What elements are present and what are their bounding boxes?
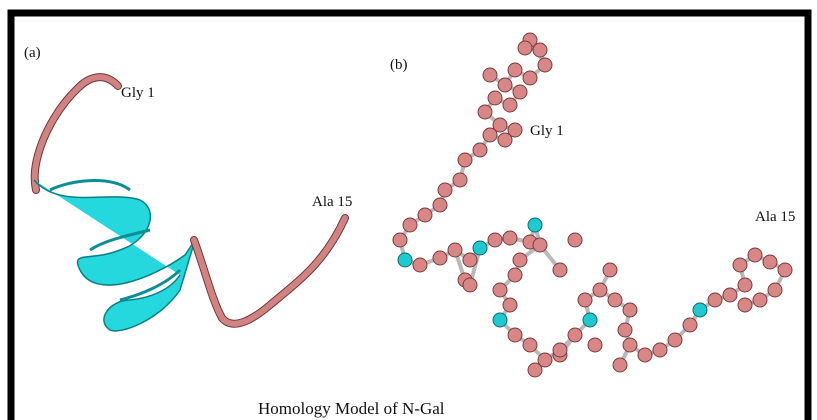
atom [553, 343, 567, 357]
panel-label: (a) [24, 45, 41, 61]
atom [523, 71, 537, 85]
atom [623, 338, 637, 352]
atom [493, 313, 507, 327]
atom [593, 283, 607, 297]
atom [778, 263, 792, 277]
atom [528, 218, 542, 232]
atom [513, 85, 527, 99]
atom [503, 298, 517, 312]
atom [393, 233, 407, 247]
atom [618, 323, 632, 337]
atom [578, 293, 592, 307]
atom [508, 268, 522, 282]
atom [753, 293, 767, 307]
atom [458, 153, 472, 167]
atom [473, 143, 487, 157]
atom [498, 133, 512, 147]
atom [483, 68, 497, 82]
residue-label: Ala 15 [755, 209, 795, 225]
atom [438, 183, 452, 197]
atom [433, 198, 447, 212]
atom [538, 353, 552, 367]
atom [608, 293, 622, 307]
atom [413, 258, 427, 272]
atom [473, 241, 487, 255]
atom [503, 98, 517, 112]
atom [488, 233, 502, 247]
caption: Homology Model of N-Gal [258, 399, 445, 418]
atom [403, 218, 417, 232]
atom [518, 41, 532, 55]
atom [763, 255, 777, 269]
atom [653, 343, 667, 357]
atom [733, 258, 747, 272]
atom [478, 105, 492, 119]
atom [668, 333, 682, 347]
atom [613, 358, 627, 372]
atom [638, 348, 652, 362]
atom [513, 253, 527, 267]
panel-label: (b) [390, 57, 408, 73]
atom [498, 78, 512, 92]
figure: (a) Gly 1 Ala 15 (b) Gly 1 Ala 15 Homolo… [0, 0, 817, 420]
atom [568, 328, 582, 342]
atom [708, 293, 722, 307]
atom [538, 58, 552, 72]
atom [738, 278, 752, 292]
atom [588, 338, 602, 352]
atom [553, 263, 567, 277]
atom [503, 231, 517, 245]
atom [433, 251, 447, 265]
atom [603, 263, 617, 277]
atom [493, 283, 507, 297]
atom [483, 128, 497, 142]
atom [683, 318, 697, 332]
atom [738, 298, 752, 312]
atom [568, 233, 582, 247]
residue-label: Gly 1 [530, 123, 564, 139]
atom [508, 63, 522, 77]
atom [768, 283, 782, 297]
atom [533, 238, 547, 252]
residue-label: Ala 15 [312, 194, 352, 210]
atom [583, 313, 597, 327]
atom [488, 91, 502, 105]
atom [398, 253, 412, 267]
atom [748, 248, 762, 262]
atom [418, 208, 432, 222]
atom [623, 303, 637, 317]
atom [463, 278, 477, 292]
atom [453, 173, 467, 187]
atom [533, 43, 547, 57]
residue-label: Gly 1 [121, 85, 155, 101]
atom [723, 288, 737, 302]
atom [523, 338, 537, 352]
atom [463, 253, 477, 267]
atom [693, 303, 707, 317]
atom [508, 328, 522, 342]
atom [448, 243, 462, 257]
